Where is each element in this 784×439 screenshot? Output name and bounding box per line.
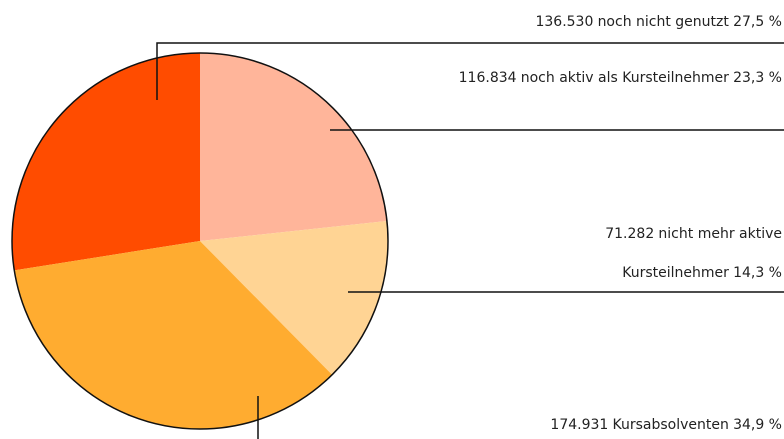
count-label: 116.834 [458,70,517,86]
category-label: noch nicht genutzt [597,14,729,30]
pie-outline [11,52,389,430]
category-label: Kursabsolventen [612,417,729,433]
slice-label: 116.834 noch aktiv als Kursteilnehmer 23,3… [459,68,782,88]
pie-slice [12,53,200,271]
slice-label: 136.530 noch nicht genutzt 27,5 % [535,12,782,32]
leader-line [156,42,784,100]
value-label: 14,3 % [733,264,782,281]
value-label: 27,5 % [733,14,782,30]
pie-slice [200,53,387,241]
pie-slice [14,241,333,429]
value-label: 34,9 % [733,417,782,433]
count-label: 174.931 [550,417,609,433]
pie-slice [200,220,388,375]
value-label: 23,3 % [733,70,782,86]
pie [11,52,389,430]
category-label: nicht mehr aktive Kursteilnehmer [622,225,782,281]
category-label: noch aktiv als Kursteilnehmer [520,70,729,86]
slice-label: 71.282 nicht mehr aktive Kursteilnehmer 14… [582,215,782,293]
count-label: 71.282 [605,225,655,242]
slice-label: 174.931 Kursabsolventen 34,9 % [550,415,782,435]
count-label: 136.530 [535,14,594,30]
